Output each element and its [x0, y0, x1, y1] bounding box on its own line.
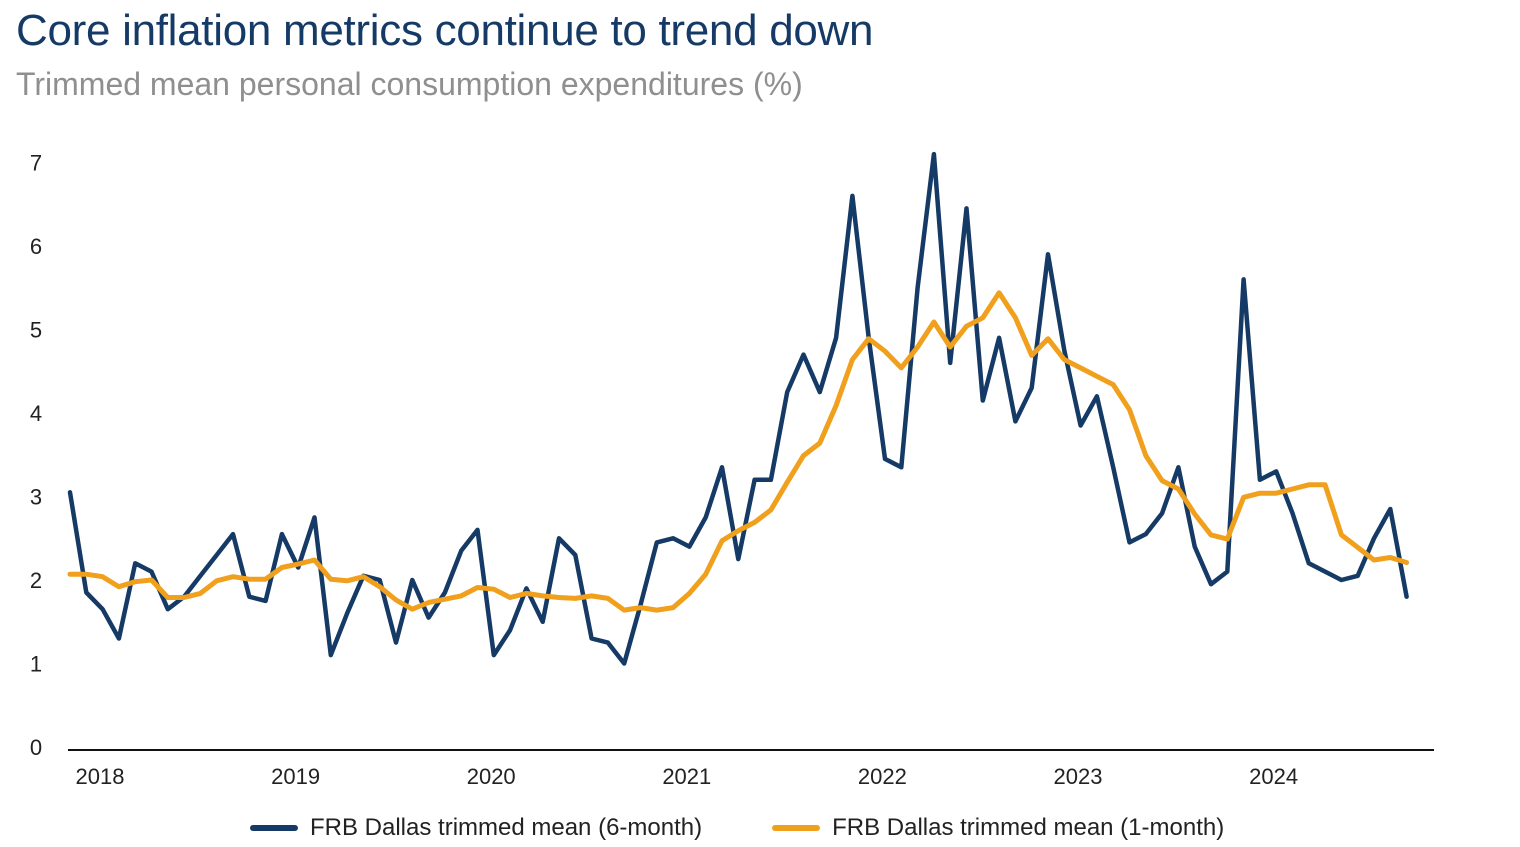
legend-swatch-6-month [250, 825, 298, 831]
series-line-6-month [67, 151, 1409, 666]
y-axis-ticks: 0 1 2 3 4 5 6 7 [30, 151, 42, 761]
y-tick-label: 7 [30, 151, 42, 176]
y-tick-label: 5 [30, 318, 42, 343]
x-tick-label: 2021 [662, 764, 711, 789]
y-tick-label: 4 [30, 401, 42, 426]
x-tick-label: 2023 [1054, 764, 1103, 789]
chart-subtitle: Trimmed mean personal consumption expend… [16, 66, 803, 102]
y-tick-label: 6 [30, 234, 42, 259]
y-tick-label: 3 [30, 485, 42, 510]
y-tick-label: 0 [30, 735, 42, 760]
legend-item-6-month: FRB Dallas trimmed mean (6-month) [250, 814, 702, 842]
x-tick-label: 2022 [858, 764, 907, 789]
series-line-1-month [67, 290, 1410, 613]
x-tick-label: 2019 [271, 764, 320, 789]
legend-swatch-1-month [772, 825, 821, 831]
x-tick-label: 2020 [467, 764, 516, 789]
series-layer [67, 151, 1410, 666]
legend: FRB Dallas trimmed mean (6-month) FRB Da… [250, 814, 1294, 842]
y-tick-label: 1 [30, 652, 42, 677]
x-axis-ticks: 2018 2019 2020 2021 2022 2023 2024 [76, 764, 1299, 789]
x-tick-label: 2024 [1249, 764, 1298, 789]
x-tick-label: 2018 [76, 764, 125, 789]
chart-title: Core inflation metrics continue to trend… [16, 6, 874, 55]
legend-item-1-month: FRB Dallas trimmed mean (1-month) [772, 814, 1224, 842]
legend-label-6-month: FRB Dallas trimmed mean (6-month) [310, 814, 703, 841]
legend-label-1-month: FRB Dallas trimmed mean (1-month) [832, 814, 1225, 841]
y-tick-label: 2 [30, 568, 42, 593]
